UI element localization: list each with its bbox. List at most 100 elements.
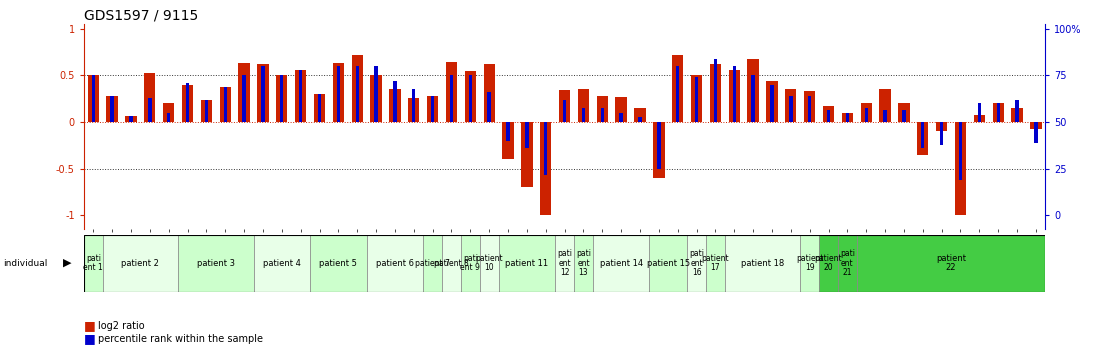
Bar xyxy=(766,81,778,122)
Bar xyxy=(917,122,928,155)
Bar xyxy=(468,76,472,122)
Bar xyxy=(616,97,627,122)
Text: individual: individual xyxy=(3,258,48,268)
Bar xyxy=(540,122,551,215)
Bar xyxy=(310,235,367,292)
Bar xyxy=(544,122,548,175)
Bar xyxy=(521,122,532,187)
Bar xyxy=(578,89,589,122)
Bar xyxy=(163,104,174,122)
Text: patient 3: patient 3 xyxy=(197,258,235,268)
Bar xyxy=(789,96,793,122)
Text: pati
ent 1: pati ent 1 xyxy=(84,254,103,273)
Bar xyxy=(600,108,604,122)
Bar xyxy=(672,55,683,122)
Text: patient 8: patient 8 xyxy=(434,258,468,268)
Bar xyxy=(921,122,925,148)
Text: log2 ratio: log2 ratio xyxy=(98,321,145,331)
Bar xyxy=(408,98,419,122)
Bar xyxy=(638,117,642,122)
Bar xyxy=(394,81,397,122)
Text: patient 6: patient 6 xyxy=(376,258,414,268)
Bar xyxy=(430,96,434,122)
Bar xyxy=(375,66,378,122)
Bar xyxy=(487,92,491,122)
Text: patient 15: patient 15 xyxy=(646,258,690,268)
Bar xyxy=(525,122,529,148)
Bar xyxy=(993,104,1004,122)
Bar xyxy=(427,96,438,122)
Bar xyxy=(1015,100,1018,122)
Bar xyxy=(688,235,705,292)
Bar xyxy=(314,94,325,122)
Bar xyxy=(842,113,853,122)
Bar xyxy=(449,76,453,122)
Bar xyxy=(257,64,268,122)
Text: patient 11: patient 11 xyxy=(505,258,549,268)
Bar xyxy=(713,59,717,122)
Bar xyxy=(748,59,759,122)
Bar xyxy=(940,122,944,145)
Text: GDS1597 / 9115: GDS1597 / 9115 xyxy=(84,9,198,23)
Bar xyxy=(785,89,796,122)
Bar xyxy=(186,83,189,122)
Bar xyxy=(389,89,400,122)
Bar xyxy=(446,62,457,122)
Bar xyxy=(856,235,1045,292)
Bar xyxy=(87,76,98,122)
Bar xyxy=(356,66,359,122)
Bar xyxy=(178,235,254,292)
Text: patient
17: patient 17 xyxy=(702,254,729,273)
Bar xyxy=(695,77,699,122)
Bar xyxy=(845,113,849,122)
Bar xyxy=(724,235,800,292)
Bar xyxy=(480,235,499,292)
Bar xyxy=(333,63,344,122)
Bar xyxy=(705,235,724,292)
Bar xyxy=(1012,108,1023,122)
Bar xyxy=(729,70,740,122)
Bar xyxy=(556,235,574,292)
Bar xyxy=(634,108,646,122)
Bar xyxy=(838,235,856,292)
Text: percentile rank within the sample: percentile rank within the sample xyxy=(98,334,264,344)
Bar xyxy=(902,110,906,122)
Bar xyxy=(808,96,812,122)
Text: ■: ■ xyxy=(84,332,96,345)
Bar xyxy=(465,71,476,122)
Bar xyxy=(483,64,495,122)
Text: patient
19: patient 19 xyxy=(796,254,824,273)
Text: patient
20: patient 20 xyxy=(815,254,842,273)
Bar xyxy=(977,104,980,122)
Bar xyxy=(593,235,650,292)
Bar xyxy=(955,122,966,215)
Bar xyxy=(130,116,133,122)
Bar xyxy=(959,122,963,180)
Bar xyxy=(732,66,736,122)
Bar xyxy=(205,100,208,122)
Bar xyxy=(318,94,321,122)
Bar xyxy=(182,85,193,122)
Bar xyxy=(691,76,702,122)
Bar xyxy=(370,76,381,122)
Bar xyxy=(103,235,178,292)
Bar xyxy=(295,70,306,122)
Bar xyxy=(111,96,114,122)
Bar xyxy=(823,106,834,122)
Bar xyxy=(819,235,838,292)
Bar xyxy=(299,70,302,122)
Bar xyxy=(499,235,556,292)
Bar xyxy=(804,91,815,122)
Bar xyxy=(657,122,661,169)
Text: patient 7: patient 7 xyxy=(415,258,451,268)
Bar xyxy=(650,235,688,292)
Bar xyxy=(1034,122,1038,142)
Bar xyxy=(276,76,287,122)
Bar xyxy=(574,235,593,292)
Bar xyxy=(149,98,152,122)
Bar xyxy=(880,89,891,122)
Bar xyxy=(201,100,212,122)
Bar xyxy=(936,122,947,131)
Text: pati
ent
12: pati ent 12 xyxy=(557,249,572,277)
Bar xyxy=(827,110,831,122)
